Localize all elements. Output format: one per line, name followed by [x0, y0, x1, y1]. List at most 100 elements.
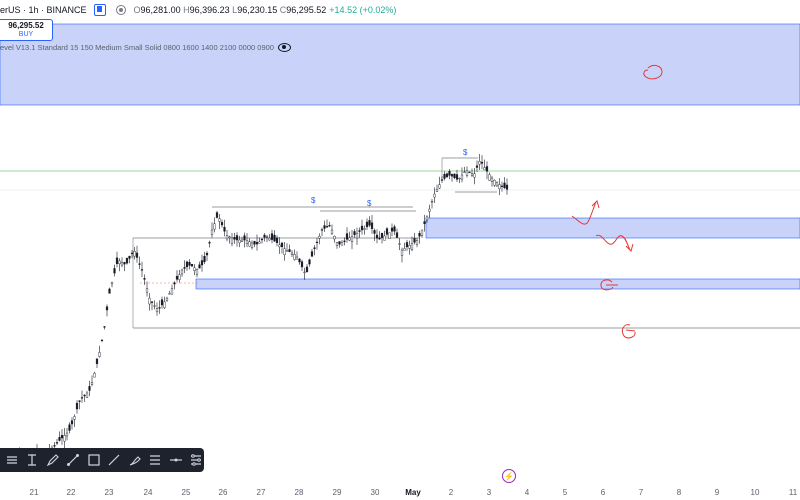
red-drawing-arrow-up[interactable]	[571, 200, 600, 225]
time-axis-label: 4	[524, 488, 530, 497]
red-drawing-circle-low[interactable]	[621, 324, 636, 339]
indicator-legend[interactable]: evel V13.1 Standard 15 150 Medium Small …	[0, 43, 291, 52]
pencil-icon[interactable]	[45, 451, 61, 469]
low-value: 96,230.15	[237, 5, 278, 15]
drawing-toolbar	[0, 448, 204, 472]
candle-body	[328, 225, 331, 227]
candle-body	[433, 193, 436, 198]
top-supply-zone[interactable]	[0, 23, 800, 106]
candle-body	[265, 236, 269, 238]
candle-body	[230, 237, 234, 244]
buy-price-button[interactable]: 96,295.52 BUY	[0, 19, 53, 41]
time-axis-label: 24	[143, 488, 153, 497]
middle-demand-zone[interactable]	[425, 217, 800, 239]
candle-body	[290, 252, 294, 255]
candle-body	[85, 392, 89, 398]
red-drawing-circle-top[interactable]	[643, 64, 663, 80]
candle-body	[440, 179, 444, 181]
candle-body	[310, 251, 314, 257]
candle-body	[463, 171, 466, 173]
candle-body	[435, 189, 439, 192]
time-axis-label: 25	[181, 488, 191, 497]
candle-body	[215, 212, 219, 218]
time-axis-label: May	[405, 488, 421, 497]
red-drawing-circle-mid[interactable]	[600, 279, 618, 291]
candle-body	[280, 242, 284, 248]
candle-body	[453, 173, 456, 179]
trendline-icon[interactable]	[107, 451, 123, 469]
brush-icon[interactable]	[127, 451, 143, 469]
horizontal-line-icon[interactable]	[168, 451, 184, 469]
candle-body	[305, 266, 309, 273]
candle-body	[405, 242, 409, 248]
candle-body	[490, 177, 494, 182]
buy-price: 96,295.52	[8, 21, 44, 30]
lower-demand-zone[interactable]	[195, 278, 800, 290]
candle-body	[143, 278, 146, 280]
candle-body	[278, 244, 281, 248]
candle-body	[240, 239, 244, 242]
time-axis-label: 23	[104, 488, 114, 497]
candle-body	[220, 222, 224, 226]
candle-body	[203, 256, 206, 263]
time-axis-label: 21	[29, 488, 39, 497]
liquidity-mark-1: $	[311, 196, 316, 205]
time-axis[interactable]: 21 22 23 24 25 26 27 28 29 30 May 2 3 4 5 6 7 8 9 10 11	[0, 486, 800, 500]
candle-body	[180, 269, 184, 275]
symbol-label[interactable]: erUS · 1h · BINANCE	[0, 5, 87, 15]
candle-body	[133, 251, 136, 257]
lightning-icon[interactable]: ⚡	[502, 469, 516, 483]
candle-body	[123, 262, 126, 265]
candle-body	[255, 242, 259, 245]
candle-body	[338, 241, 341, 245]
candle-body	[213, 223, 216, 230]
red-drawing-wave-down[interactable]	[595, 234, 634, 252]
candle-body	[268, 237, 271, 241]
line-icon[interactable]	[66, 451, 82, 469]
list-icon[interactable]	[148, 451, 164, 469]
candle-body	[205, 252, 209, 256]
eye-icon[interactable]	[277, 43, 291, 52]
settings-list-icon[interactable]	[189, 451, 205, 469]
rectangle-icon[interactable]	[86, 451, 102, 469]
candle-body	[388, 232, 391, 239]
candle-body	[393, 226, 396, 232]
ohlc-readout: O96,281.00 H96,396.23 L96,230.15 C96,295…	[133, 5, 327, 15]
candle-body	[425, 216, 429, 221]
candle-body	[53, 445, 56, 447]
candle-body	[198, 264, 201, 269]
candle-body	[403, 248, 406, 251]
candle-body	[488, 174, 491, 181]
candle-body	[360, 225, 364, 231]
chart-header: erUS · 1h · BINANCE O96,281.00 H96,396.2…	[0, 3, 396, 17]
candle-body	[270, 233, 274, 240]
high-value: 96,396.23	[189, 5, 230, 15]
change-value: +14.52 (+0.02%)	[329, 5, 397, 15]
candle-body	[135, 252, 139, 258]
candle-body	[155, 308, 159, 312]
candle-body	[253, 240, 256, 245]
buy-label: BUY	[18, 31, 34, 38]
candle-body	[353, 231, 356, 235]
text-cursor-icon[interactable]	[25, 451, 41, 469]
indicator-label: evel V13.1 Standard 15 150 Medium Small …	[0, 43, 274, 52]
candle-body	[95, 358, 99, 364]
candle-body	[473, 173, 476, 178]
candle-body	[445, 173, 449, 178]
candle-body	[128, 255, 131, 259]
time-axis-label: 26	[218, 488, 228, 497]
flag-icon[interactable]	[93, 4, 106, 16]
candle-body	[165, 297, 169, 301]
candle-body	[105, 306, 109, 311]
candle-body	[345, 233, 349, 240]
liquidity-mark-2: $	[367, 199, 372, 208]
time-axis-label: 29	[332, 488, 342, 497]
candle-body	[78, 400, 81, 402]
candle-body	[493, 179, 496, 186]
candle-body	[385, 228, 389, 235]
candle-body	[318, 236, 321, 239]
candle-body	[450, 174, 454, 177]
time-axis-label: 27	[256, 488, 266, 497]
align-icon[interactable]	[4, 451, 20, 469]
